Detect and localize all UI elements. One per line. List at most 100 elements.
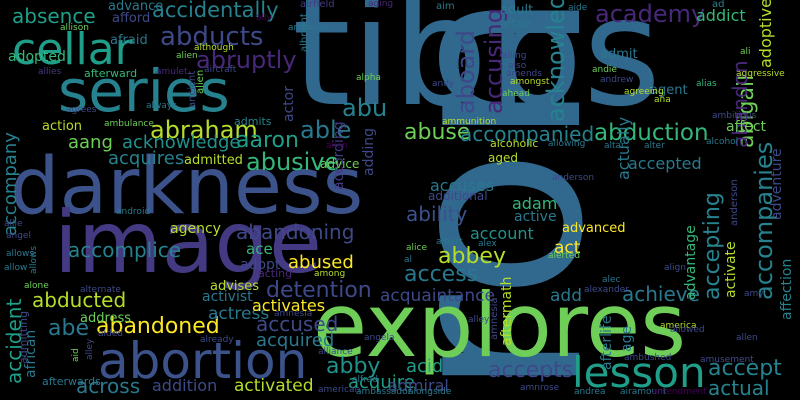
- word-amnrose: andrea: [574, 387, 606, 397]
- word-accused: accused: [256, 312, 339, 336]
- word-andy: agrees: [66, 105, 97, 115]
- word-airamount: amendment: [652, 387, 707, 397]
- word-add: add: [550, 286, 582, 306]
- word-aged: aged: [488, 151, 518, 165]
- word-abby: abby: [326, 354, 381, 379]
- word-almost: android: [116, 207, 151, 217]
- word-series: series: [58, 57, 230, 125]
- word-alliance: amusement: [700, 355, 754, 365]
- word-andie: agreeing: [624, 87, 664, 97]
- word-access: access: [404, 262, 479, 287]
- word-abandoning: abandoning: [236, 220, 355, 244]
- word-abortion: abortion: [98, 332, 308, 390]
- word-alameln: angela: [364, 333, 395, 343]
- word-american: ambassador: [356, 387, 412, 397]
- word-aggressive: alcohol: [706, 137, 739, 147]
- word-ambassador: alongside: [408, 387, 452, 397]
- word-accepted: accepted: [628, 154, 702, 173]
- word-ambulance: ammunition: [442, 117, 497, 127]
- word-alert: aid: [71, 348, 81, 362]
- word-ammunition: andy: [432, 79, 455, 89]
- word-affect: affect: [726, 119, 767, 135]
- word-lesson: lesson: [572, 348, 706, 397]
- word-agrees: anderson: [552, 173, 595, 183]
- word-alley: amnesia: [489, 297, 500, 340]
- word-alfred: american: [318, 385, 361, 395]
- word-alec: align: [664, 263, 686, 273]
- word-andrew: ana: [654, 95, 671, 105]
- word-amy: alley: [468, 315, 490, 325]
- word-ambitious: alter: [644, 141, 665, 151]
- word-alpha: always: [146, 101, 177, 111]
- word-afterward: ad: [712, 0, 725, 10]
- word-accomplice: accomplice: [68, 238, 182, 262]
- word-android: allie: [4, 219, 23, 229]
- word-albert: alex: [478, 239, 497, 249]
- word-adopt: adopt: [240, 257, 281, 273]
- word-addition: addition: [152, 376, 218, 395]
- word-activate: activate: [723, 241, 739, 298]
- word-alerted: al: [404, 255, 413, 265]
- word-allison: alien: [176, 51, 198, 61]
- word-already: aided: [98, 329, 123, 339]
- word-address: address: [80, 311, 132, 326]
- word-accepts: accepts: [488, 358, 574, 383]
- word-among: alone: [24, 281, 49, 291]
- word-acquire: acquire: [348, 372, 415, 393]
- word-explores: explores: [313, 274, 687, 377]
- word-admitted: admitted: [184, 153, 243, 168]
- word-allowed: allen: [736, 333, 758, 343]
- word-acid: acid: [406, 356, 444, 377]
- word-tibbs: tibbs: [292, 0, 662, 140]
- word-achieve: achieve: [622, 282, 700, 306]
- word-abusive: abusive: [246, 148, 340, 176]
- word-able: able: [300, 116, 352, 144]
- word-activates: activates: [252, 296, 326, 315]
- word-aid: america: [660, 321, 697, 331]
- word-advice: advice: [320, 157, 360, 171]
- word-abused: abused: [288, 252, 354, 273]
- word-alternate: amnesia: [274, 309, 313, 319]
- word-adam: adam: [512, 194, 558, 213]
- word-abu: abu: [342, 94, 388, 122]
- word-america: allowed: [670, 325, 705, 335]
- word-alongside: amnrose: [520, 383, 560, 393]
- word-altar: ali: [740, 47, 751, 57]
- word-alcoholic: aircraft: [204, 65, 237, 75]
- word-admits: afterwards: [42, 375, 101, 388]
- word-ambition: aging: [368, 0, 394, 9]
- word-ana: aggressive: [736, 69, 785, 79]
- word-adventure: adventure: [769, 148, 785, 220]
- word-actor: actor: [281, 85, 297, 122]
- word-adoptive: adoptive: [756, 0, 775, 68]
- word-cellar: cellar: [12, 24, 133, 75]
- word-anderson: anderson: [729, 179, 740, 226]
- word-align: amy: [744, 289, 764, 299]
- word-although: allies: [38, 67, 62, 77]
- word-accepting: accepting: [700, 192, 725, 300]
- word-allie: angel: [6, 231, 31, 241]
- word-account: account: [470, 224, 534, 243]
- word-aang: aang: [68, 132, 113, 153]
- word-amends: ahead: [502, 89, 530, 99]
- word-actress: actress: [208, 304, 270, 324]
- word-ad: age: [619, 325, 635, 352]
- word-abuse: abuse: [404, 120, 471, 145]
- word-abduction: abduction: [594, 120, 709, 146]
- word-aircraft: airfield: [300, 0, 335, 10]
- word-alcohol: altar: [604, 141, 625, 151]
- word-acquires: acquires: [108, 148, 185, 169]
- word-age: alcoholic: [490, 137, 539, 150]
- word-advises: advises: [210, 279, 260, 294]
- word-adult: adult: [500, 3, 534, 18]
- word-alex: alerted: [548, 251, 581, 261]
- word-according: according: [331, 121, 347, 190]
- word-afraid: afraid: [110, 33, 148, 48]
- word-act: act: [554, 238, 581, 258]
- word-abbey: abbey: [438, 244, 506, 269]
- word-amusement: ambushed: [624, 353, 672, 363]
- word-accept: accept: [708, 356, 782, 381]
- word-advance: advance: [108, 0, 164, 14]
- word-african: afterlife: [599, 315, 615, 370]
